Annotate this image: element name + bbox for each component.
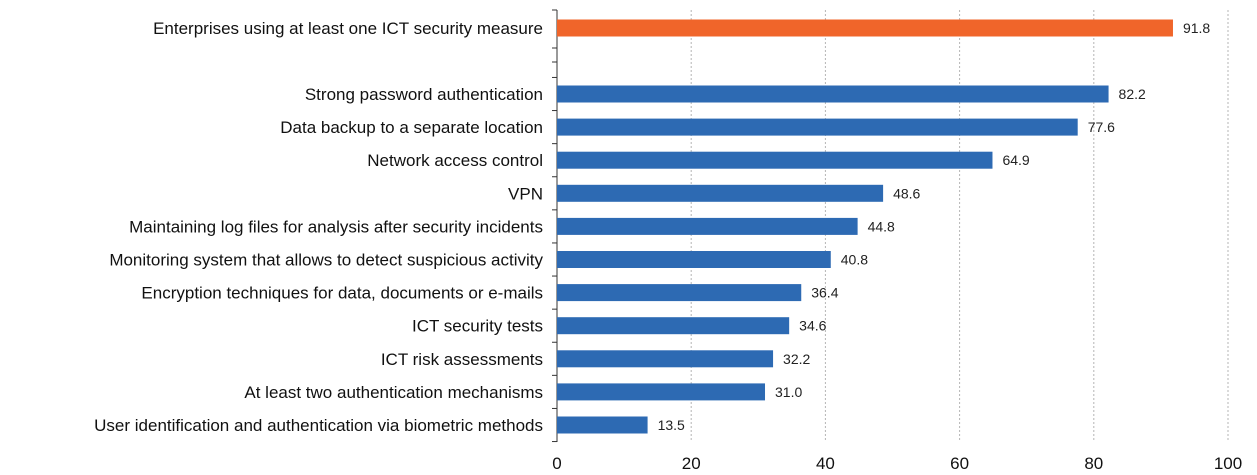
bar-highlight	[557, 19, 1173, 37]
value-label-11: 13.5	[658, 417, 685, 433]
x-tick-label-40: 40	[816, 454, 835, 473]
value-label-highlight: 91.8	[1183, 20, 1210, 36]
bar-10	[557, 383, 766, 401]
value-label-6: 40.8	[841, 252, 868, 268]
category-label-8: ICT security tests	[412, 317, 543, 336]
x-tick-label-80: 80	[1084, 454, 1103, 473]
category-label-1: Strong password authentication	[305, 85, 543, 104]
category-label-3: Network access control	[367, 151, 543, 170]
value-label-8: 34.6	[799, 318, 826, 334]
bar-7	[557, 284, 802, 302]
value-label-5: 44.8	[868, 218, 895, 234]
bar-9	[557, 350, 774, 368]
value-label-4: 48.6	[893, 185, 920, 201]
category-label-6: Monitoring system that allows to detect …	[109, 251, 543, 270]
bar-11	[557, 416, 648, 434]
value-label-2: 77.6	[1088, 119, 1115, 135]
value-label-7: 36.4	[811, 285, 838, 301]
bar-6	[557, 251, 831, 268]
x-tick-label-20: 20	[682, 454, 701, 473]
bar-8	[557, 317, 790, 335]
category-label-highlight: Enterprises using at least one ICT secur…	[153, 19, 543, 38]
value-label-10: 31.0	[775, 384, 802, 400]
bar-3	[557, 151, 993, 169]
category-label-7: Encryption techniques for data, document…	[141, 284, 543, 303]
category-label-11: User identification and authentication v…	[94, 416, 543, 435]
category-label-5: Maintaining log files for analysis after…	[129, 217, 543, 236]
value-label-9: 32.2	[783, 351, 810, 367]
category-label-2: Data backup to a separate location	[280, 118, 543, 137]
bar-1	[557, 85, 1109, 103]
bar-2	[557, 118, 1078, 136]
x-tick-label-100: 100	[1214, 454, 1242, 473]
category-label-4: VPN	[508, 184, 543, 203]
bar-5	[557, 217, 858, 235]
x-tick-label-0: 0	[552, 454, 561, 473]
category-label-10: At least two authentication mechanisms	[244, 383, 543, 402]
bar-4	[557, 184, 884, 202]
value-label-1: 82.2	[1119, 86, 1146, 102]
value-label-3: 64.9	[1002, 152, 1029, 168]
x-tick-label-60: 60	[950, 454, 969, 473]
category-label-9: ICT risk assessments	[381, 350, 543, 369]
